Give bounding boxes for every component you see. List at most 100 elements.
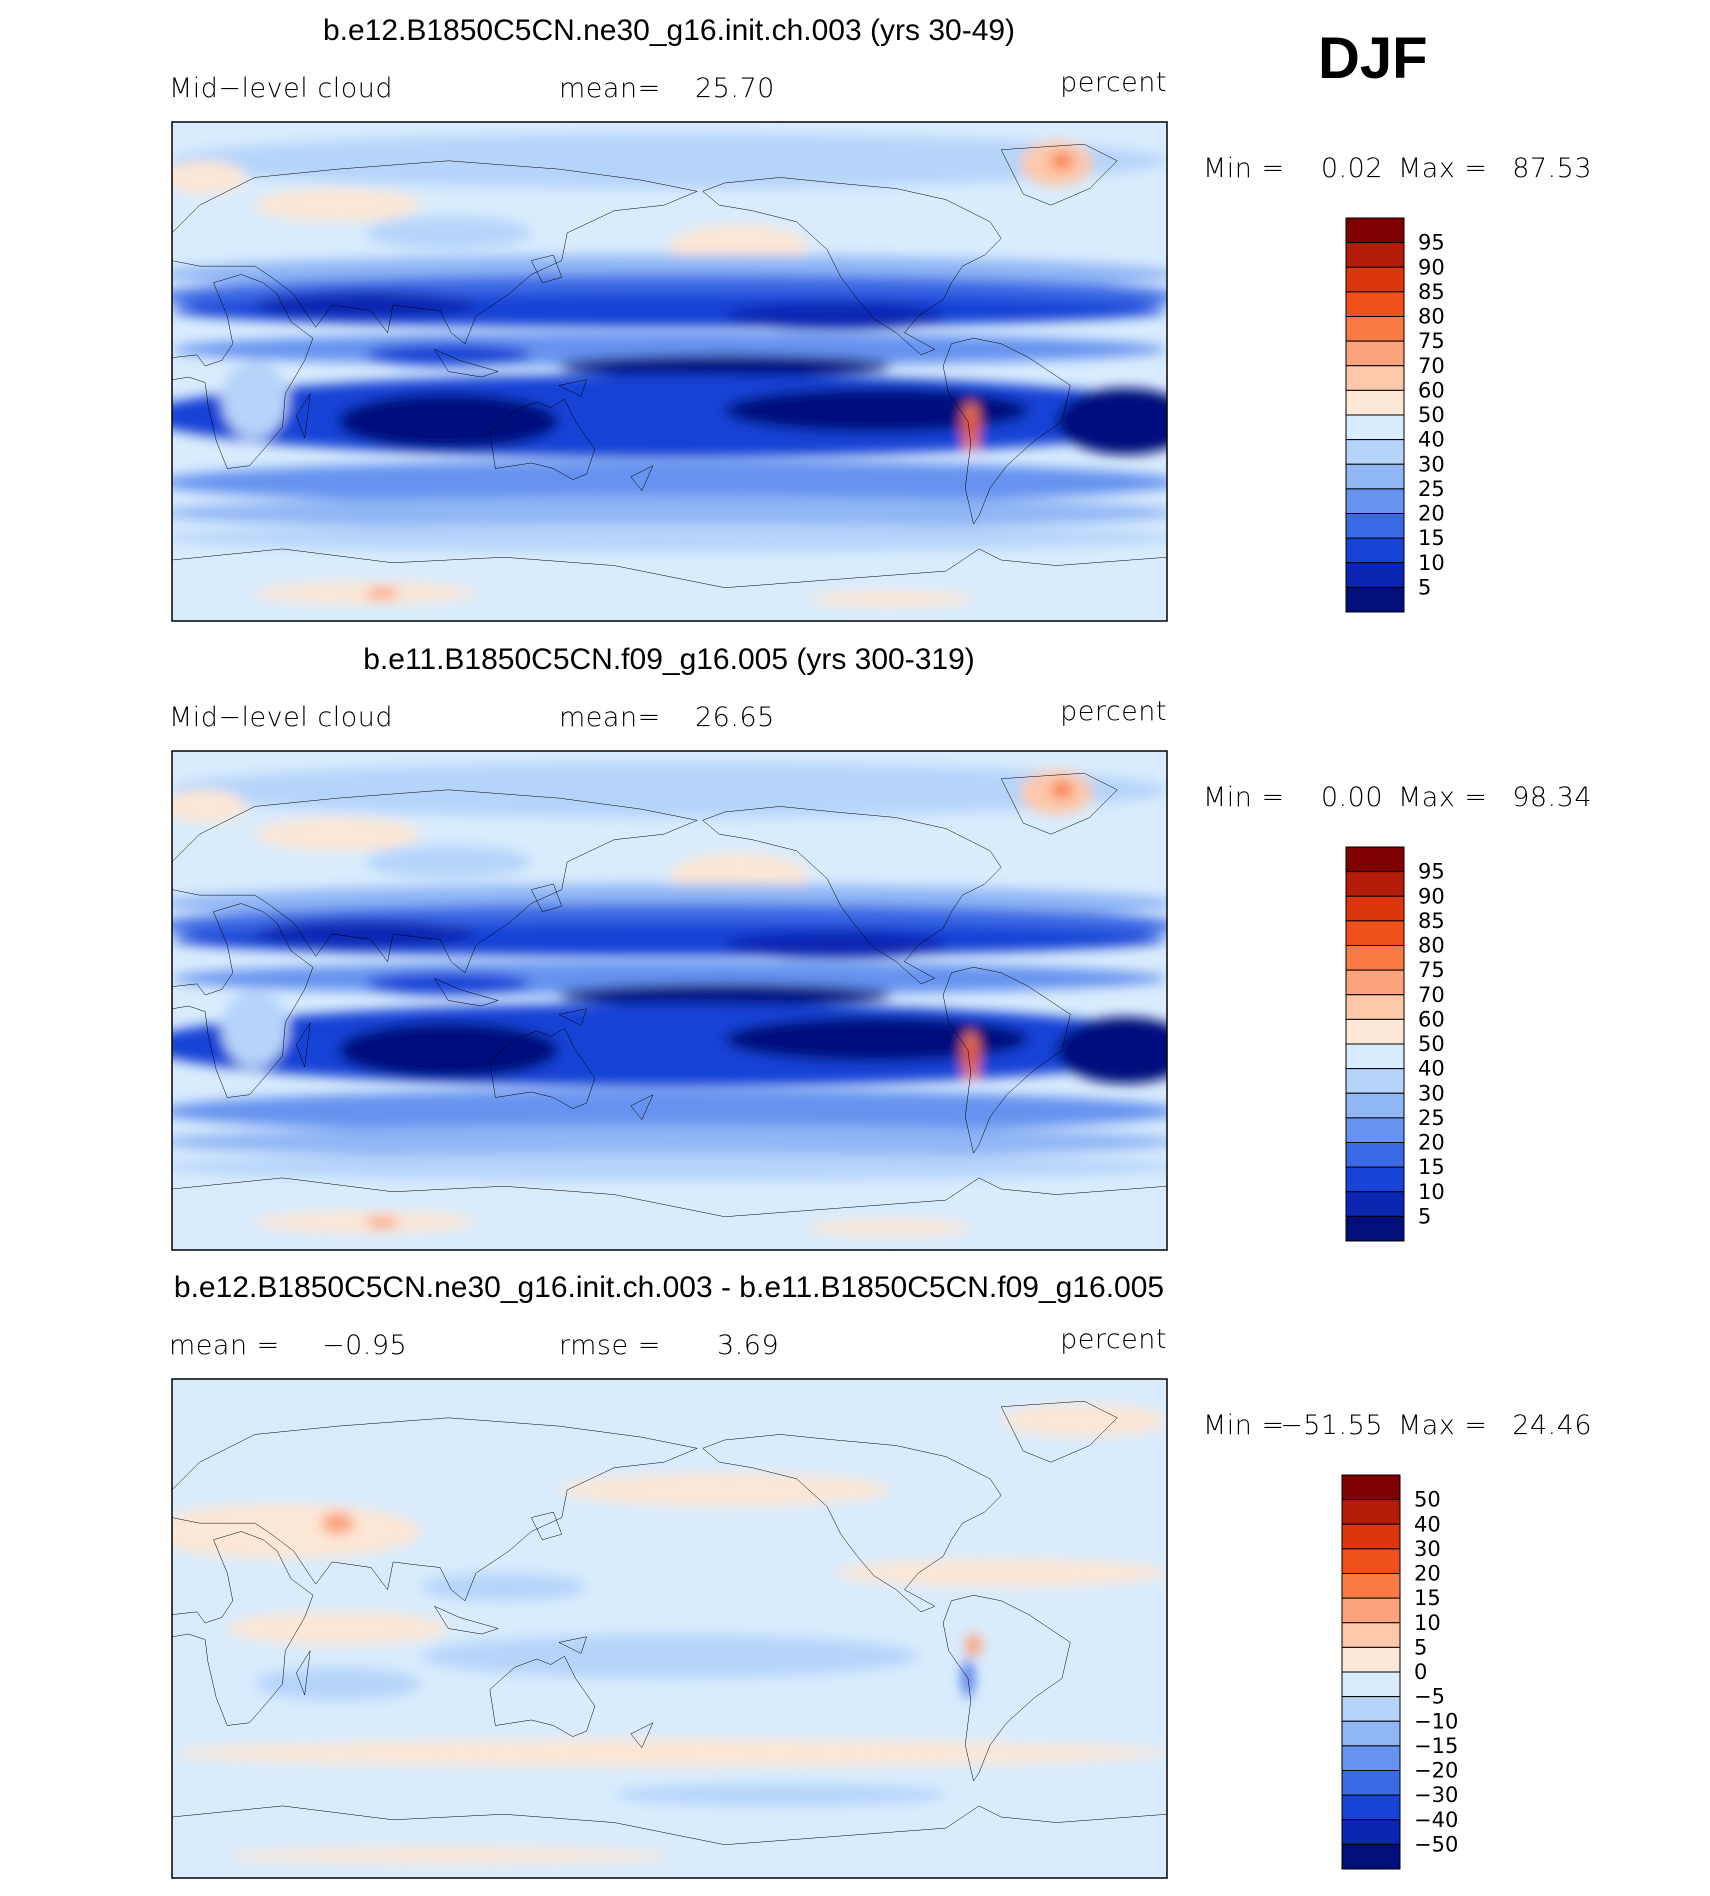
colorbar-box	[1345, 217, 1405, 244]
colorbar-box	[1345, 242, 1405, 268]
colorbar-box	[1341, 1696, 1401, 1722]
colorbar-label: 60	[1418, 378, 1445, 402]
colorbar-box	[1345, 389, 1405, 416]
colorbar-label: −15	[1414, 1734, 1458, 1758]
colorbar-label: 5	[1418, 1204, 1431, 1228]
colorbar-box	[1345, 1142, 1405, 1168]
contour-region	[365, 587, 399, 599]
min-label: Min =	[1203, 153, 1285, 184]
contour-region	[965, 1634, 982, 1657]
contour-region	[558, 983, 891, 1007]
max-label: Max =	[1398, 782, 1488, 813]
contour-region	[221, 989, 289, 1068]
colorbar-label: −10	[1414, 1709, 1458, 1733]
min-value: −51.55	[1280, 1410, 1383, 1441]
contour-region	[172, 496, 1167, 530]
colorbar-label: 20	[1418, 502, 1445, 526]
contour-region	[724, 302, 946, 330]
stat-label: rmse =	[559, 1330, 661, 1361]
colorbar-box	[1345, 537, 1405, 564]
colorbar-box	[1345, 1117, 1405, 1143]
contour-region	[1050, 781, 1074, 799]
colorbar-box	[1341, 1770, 1401, 1796]
panel: b.e11.B1850C5CN.f09_g16.005 (yrs 300-319…	[169, 643, 1592, 1251]
map-frame	[171, 121, 1168, 622]
colorbar-label: 70	[1418, 354, 1445, 378]
colorbar-label: 70	[1418, 983, 1445, 1007]
colorbar-label: 25	[1418, 477, 1445, 501]
contour-region	[221, 360, 289, 439]
colorbar-label: 5	[1418, 575, 1431, 599]
colorbar-box	[1341, 1597, 1401, 1624]
contour-region	[227, 1611, 449, 1646]
colorbar-label: 95	[1418, 860, 1445, 884]
colorbar-box	[1345, 488, 1405, 514]
contour-region	[172, 1125, 1167, 1159]
map	[172, 751, 1167, 1250]
units-label: percent	[1060, 696, 1167, 727]
contour-region	[337, 393, 559, 450]
contour-region	[420, 1573, 587, 1601]
contour-region	[365, 1216, 399, 1228]
colorbar-box	[1345, 994, 1405, 1020]
colorbar-box	[1345, 1166, 1405, 1193]
colorbar-label: 80	[1418, 934, 1445, 958]
contour-region	[724, 388, 1029, 433]
colorbar-box	[1345, 562, 1405, 588]
contour-region	[966, 1044, 975, 1068]
colorbar-label: 15	[1414, 1586, 1441, 1610]
colorbar-box	[1345, 1068, 1405, 1094]
colorbar-label: 50	[1418, 1032, 1445, 1056]
colorbar-label: 0	[1414, 1660, 1427, 1684]
max-value: 98.34	[1512, 782, 1592, 813]
colorbar-box	[1341, 1671, 1401, 1698]
min-label: Min =	[1203, 782, 1285, 813]
contour-region	[966, 415, 975, 439]
contour-region	[254, 291, 477, 319]
colorbar-label: 25	[1418, 1106, 1445, 1130]
contour-region	[172, 1089, 1167, 1134]
contour-region	[172, 160, 247, 195]
colorbar-label: 10	[1414, 1611, 1441, 1635]
contour-region	[172, 1152, 1167, 1181]
colorbar-label: 95	[1418, 231, 1445, 255]
contour-region	[172, 1739, 1167, 1768]
colorbar-label: 85	[1418, 280, 1445, 304]
colorbar-box	[1345, 340, 1405, 367]
min-label: Min =	[1203, 1410, 1285, 1441]
contour-region	[558, 354, 891, 378]
variable-label: Mid−level cloud	[169, 73, 393, 104]
stat-value: −0.95	[322, 1330, 407, 1361]
colorbar-box	[1345, 1191, 1405, 1217]
map-frame	[171, 1378, 1168, 1879]
min-value: 0.02	[1321, 153, 1383, 184]
contour-region	[807, 1219, 974, 1237]
panel-title: b.e12.B1850C5CN.ne30_g16.init.ch.003 - b…	[174, 1271, 1164, 1304]
colorbar-label: 85	[1418, 909, 1445, 933]
contour-region	[172, 1503, 421, 1560]
colorbar-label: −30	[1414, 1783, 1458, 1807]
stat-label: mean=	[559, 702, 661, 733]
colorbar-box	[1345, 1215, 1405, 1242]
colorbar-box	[1345, 414, 1405, 441]
colorbar-box	[1345, 316, 1405, 342]
contour-region	[254, 920, 477, 948]
max-value: 87.53	[1512, 153, 1592, 184]
colorbar-label: 15	[1418, 526, 1445, 550]
colorbar-label: 80	[1418, 305, 1445, 329]
contour-region	[365, 216, 532, 250]
map	[172, 122, 1167, 621]
variable-label: Mid−level cloud	[169, 702, 393, 733]
contour-region	[724, 1017, 1029, 1062]
min-value: 0.00	[1321, 782, 1383, 813]
units-label: percent	[1060, 67, 1167, 98]
colorbar-label: −40	[1414, 1808, 1458, 1832]
colorbar-label: 50	[1414, 1488, 1441, 1512]
contour-region	[807, 590, 974, 608]
colorbar-label: 10	[1418, 551, 1445, 575]
map	[172, 1379, 1167, 1878]
colorbar-label: 50	[1418, 403, 1445, 427]
colorbar-label: 40	[1418, 428, 1445, 452]
colorbar-label: −50	[1414, 1832, 1458, 1856]
contour-region	[1050, 152, 1074, 170]
